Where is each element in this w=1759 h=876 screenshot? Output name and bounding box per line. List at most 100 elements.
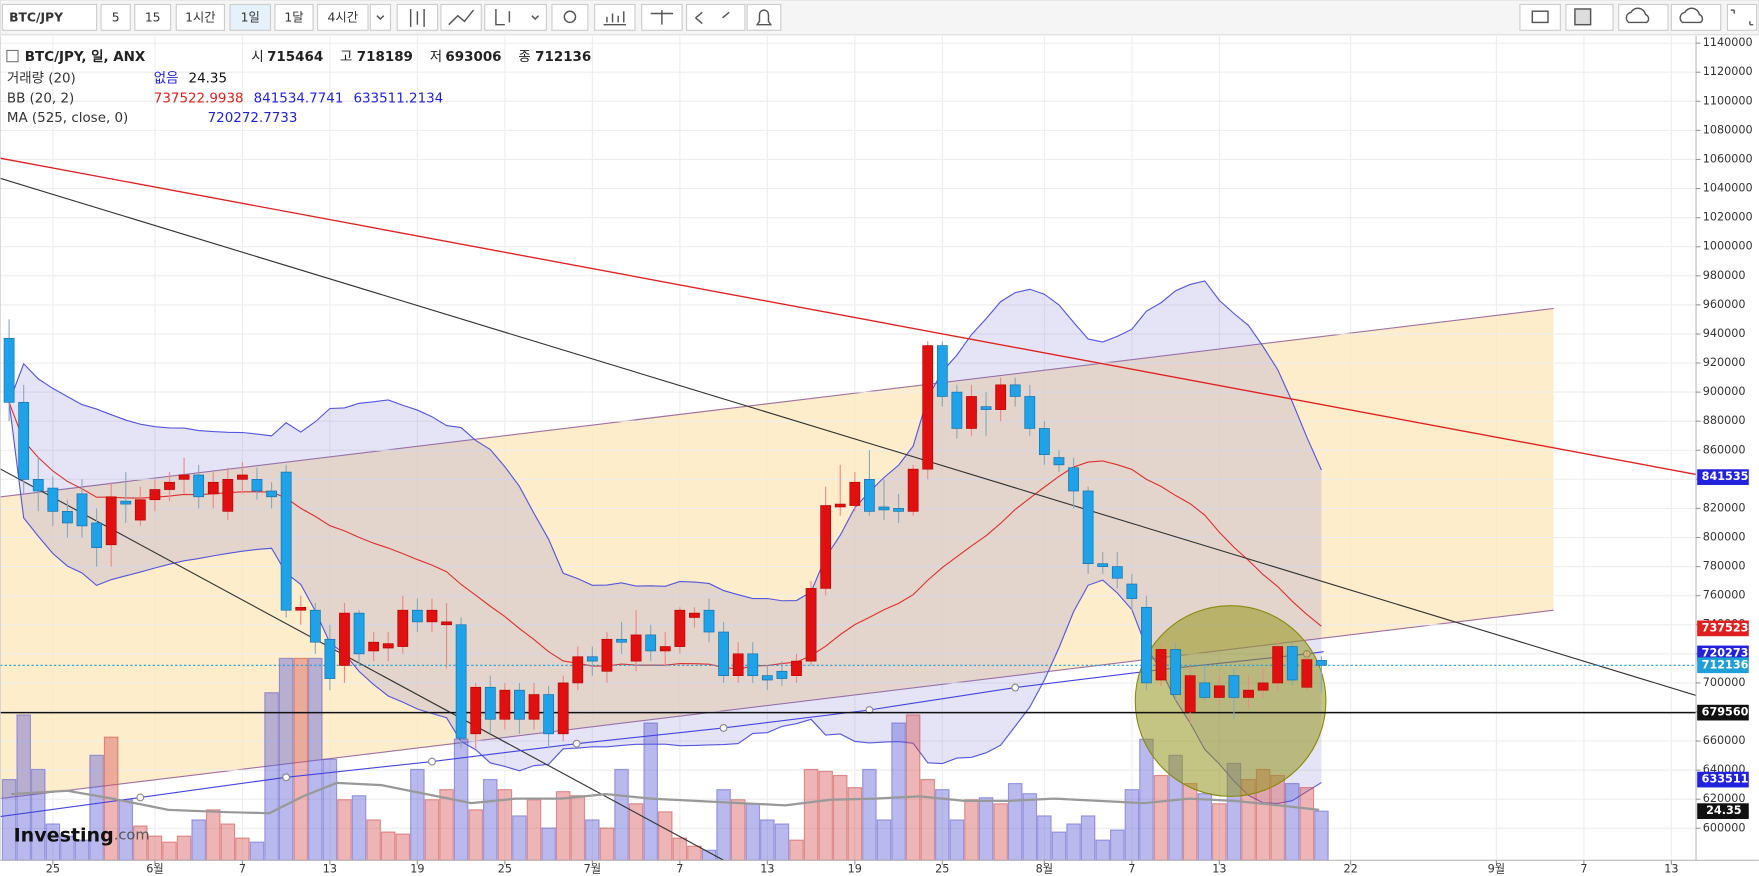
- bb-fill: [9, 280, 1322, 804]
- candle-body: [922, 345, 934, 470]
- ohlc-label: 종: [518, 50, 530, 65]
- camera-icon[interactable]: [1519, 3, 1561, 31]
- candle-body: [134, 499, 146, 521]
- icon-glyphs: [376, 7, 1754, 27]
- drawings: [0, 157, 1697, 861]
- cloud-save[interactable]: [1670, 3, 1722, 31]
- x-tick-label: 19: [848, 862, 862, 875]
- volume-bar: [1314, 810, 1329, 861]
- candle-body: [1068, 467, 1079, 492]
- interval-label: 1일: [241, 10, 260, 24]
- price-tag-label: 720273: [1702, 646, 1749, 659]
- indicator-icon[interactable]: [594, 3, 636, 31]
- fullscreen[interactable]: [1726, 3, 1758, 31]
- ohlc-value: 715464: [267, 50, 323, 65]
- candle-body: [3, 337, 15, 403]
- x-tick-label: 19: [410, 862, 424, 875]
- candle-body: [630, 634, 642, 662]
- volume-bar: [803, 768, 819, 861]
- x-tick-label: 6월: [146, 862, 163, 875]
- candle-body: [1257, 682, 1269, 691]
- x-tick-label: 13: [1664, 862, 1678, 875]
- volume-note: 없음: [154, 71, 179, 87]
- volume-bar: [424, 799, 440, 861]
- watermark: Investing.com: [14, 824, 150, 846]
- volume-bar: [1197, 793, 1213, 861]
- candle-body: [237, 474, 248, 480]
- y-tick-label: 860000: [1703, 443, 1746, 456]
- candle-body: [791, 660, 802, 676]
- volume-bar: [264, 692, 279, 861]
- y-tick-label: 800000: [1703, 531, 1746, 544]
- candle-body: [732, 653, 744, 676]
- candle-body: [1286, 646, 1298, 681]
- volume-tag-label: 24.35: [1706, 804, 1742, 817]
- candle-body: [368, 641, 380, 652]
- interval-button[interactable]: [175, 3, 226, 31]
- candle-body: [397, 609, 409, 647]
- alert-icon[interactable]: [746, 3, 782, 31]
- ohlc-label: 저: [430, 49, 442, 65]
- candle-body: [105, 496, 117, 546]
- interval-label: 4시간: [328, 10, 359, 24]
- price-tag: [1697, 657, 1749, 674]
- volume-bar: [1139, 738, 1154, 861]
- volume-bar: [570, 795, 586, 861]
- ohlc-value: 718189: [357, 50, 413, 65]
- volume-bar: [1, 778, 17, 861]
- x-tick-label: 7월: [584, 862, 601, 875]
- settings-icon[interactable]: [551, 3, 589, 31]
- candle-body: [62, 511, 73, 524]
- volume-bar: [191, 819, 206, 861]
- interval-button[interactable]: [134, 3, 172, 31]
- candle-body: [1228, 675, 1240, 698]
- volume-bar: [905, 714, 921, 861]
- candle-body: [1316, 660, 1327, 666]
- candle-body: [557, 682, 569, 735]
- dropdown[interactable]: [369, 3, 392, 31]
- candle-body: [193, 474, 205, 498]
- trendline-black: [0, 177, 1697, 696]
- interval-button[interactable]: [100, 3, 131, 31]
- candle-body: [718, 631, 729, 676]
- volume-bar: [1212, 803, 1227, 861]
- volume-bar: [599, 827, 615, 861]
- draw-icon[interactable]: [484, 3, 547, 31]
- candle-body: [207, 481, 219, 495]
- interval-button[interactable]: [316, 3, 369, 31]
- volume-bar: [949, 819, 965, 861]
- symbol-box[interactable]: [1, 3, 98, 31]
- volume-bar: [1007, 783, 1023, 861]
- candle-body: [776, 670, 788, 679]
- x-tick-label: 25: [935, 862, 949, 875]
- volume-tag: [1697, 803, 1749, 819]
- interval-button[interactable]: [229, 3, 272, 31]
- candle-body: [1184, 675, 1196, 713]
- y-tick-label: 1020000: [1703, 211, 1753, 224]
- interval-button[interactable]: [274, 3, 314, 31]
- volume-bar: [993, 803, 1008, 861]
- candle-body: [820, 505, 832, 589]
- y-tick-label: 880000: [1703, 414, 1746, 427]
- price-tag: [1697, 645, 1749, 662]
- legend: BTC/JPY, 일, ANX 시 715464 고 718189 저 6930…: [6, 49, 591, 126]
- watermark-main: Investing: [14, 824, 114, 846]
- volume-bar: [1051, 831, 1067, 861]
- volume-bar: [1037, 815, 1052, 861]
- volume-bar: [249, 841, 265, 861]
- line-icon[interactable]: [440, 3, 482, 31]
- collapse-box[interactable]: [6, 49, 19, 63]
- x-tick-label: 7: [1128, 862, 1135, 875]
- candle-body: [878, 506, 890, 511]
- price-tag-label: 633511: [1702, 773, 1749, 786]
- toolbar-buttons: BTC/JPY 5 15 1시간 1일 1달 4시간: [1, 3, 369, 31]
- candle-body: [149, 489, 161, 501]
- interval-label: 1시간: [185, 10, 216, 24]
- candle-body: [1038, 428, 1050, 455]
- volume-bar: [1299, 787, 1315, 861]
- candle-body: [266, 490, 277, 498]
- volume-bar: [293, 657, 309, 861]
- volume-bar: [468, 809, 483, 861]
- ohlc-label: 시: [251, 50, 263, 65]
